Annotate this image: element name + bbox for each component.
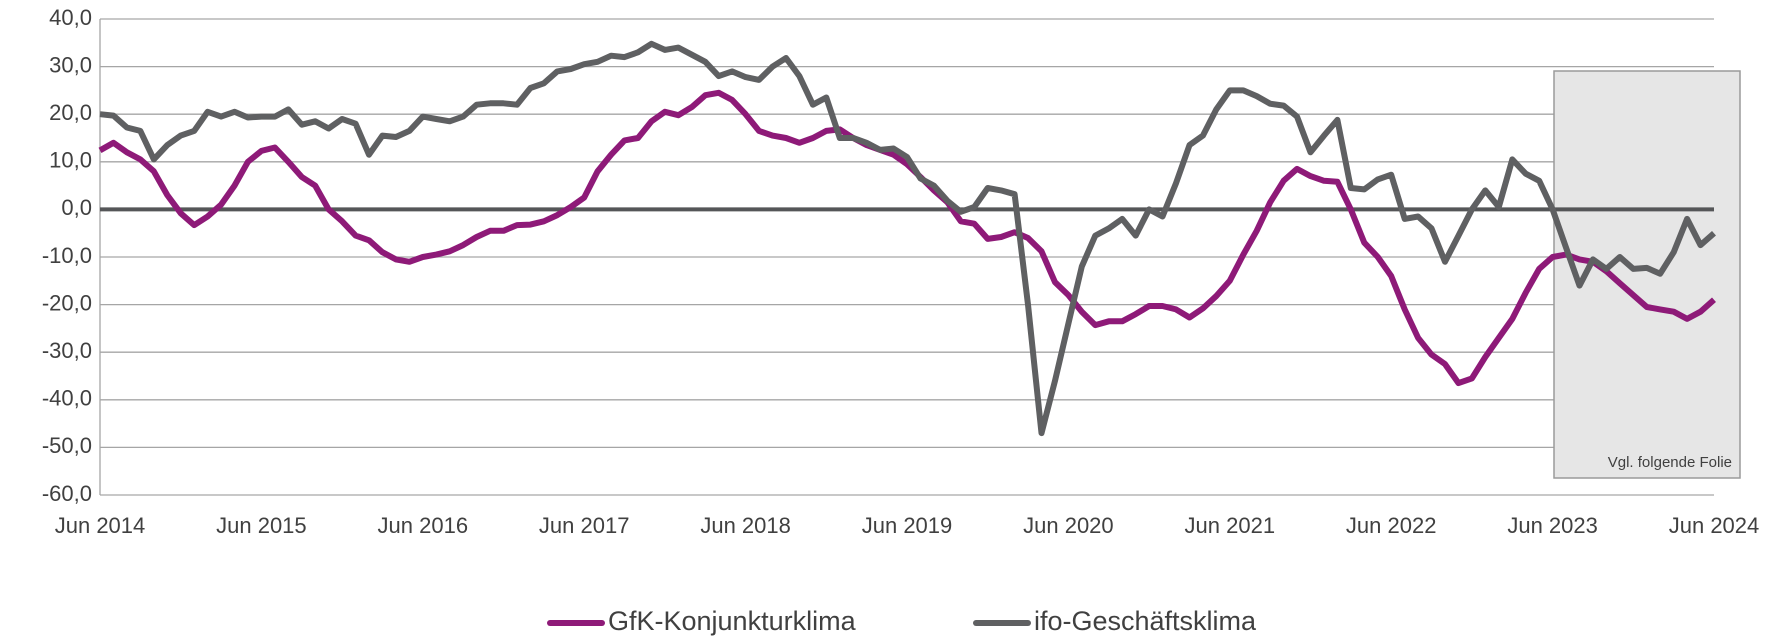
y-tick-label: -40,0 — [42, 386, 92, 411]
y-tick-label: -50,0 — [42, 433, 92, 458]
y-tick-label: 20,0 — [49, 100, 92, 125]
x-tick-label: Jun 2016 — [378, 513, 469, 538]
x-tick-label: Jun 2017 — [539, 513, 630, 538]
series-line — [98, 89, 1716, 387]
x-tick-label: Jun 2014 — [55, 513, 146, 538]
legend-label: GfK-Konjunkturklima — [608, 606, 857, 636]
y-tick-label: -60,0 — [42, 481, 92, 506]
y-tick-label: 10,0 — [49, 148, 92, 173]
x-tick-label: Jun 2024 — [1669, 513, 1760, 538]
series-line — [99, 40, 1716, 437]
y-tick-label: 40,0 — [49, 5, 92, 30]
x-tick-label: Jun 2015 — [216, 513, 307, 538]
annotation: Vgl. folgende Folie — [1608, 454, 1732, 471]
x-tick-label: Jun 2022 — [1346, 513, 1437, 538]
x-tick-label: Jun 2021 — [1185, 513, 1276, 538]
x-tick-label: Jun 2020 — [1023, 513, 1114, 538]
y-tick-label: -10,0 — [42, 243, 92, 268]
legend-label: ifo-Geschäftsklima — [1034, 606, 1257, 636]
y-tick-label: 30,0 — [49, 52, 92, 77]
x-tick-label: Jun 2018 — [700, 513, 791, 538]
y-tick-label: -20,0 — [42, 290, 92, 315]
x-tick-label: Jun 2019 — [862, 513, 953, 538]
y-tick-label: -30,0 — [42, 338, 92, 363]
x-tick-label: Jun 2023 — [1507, 513, 1598, 538]
y-tick-label: 0,0 — [61, 195, 92, 220]
